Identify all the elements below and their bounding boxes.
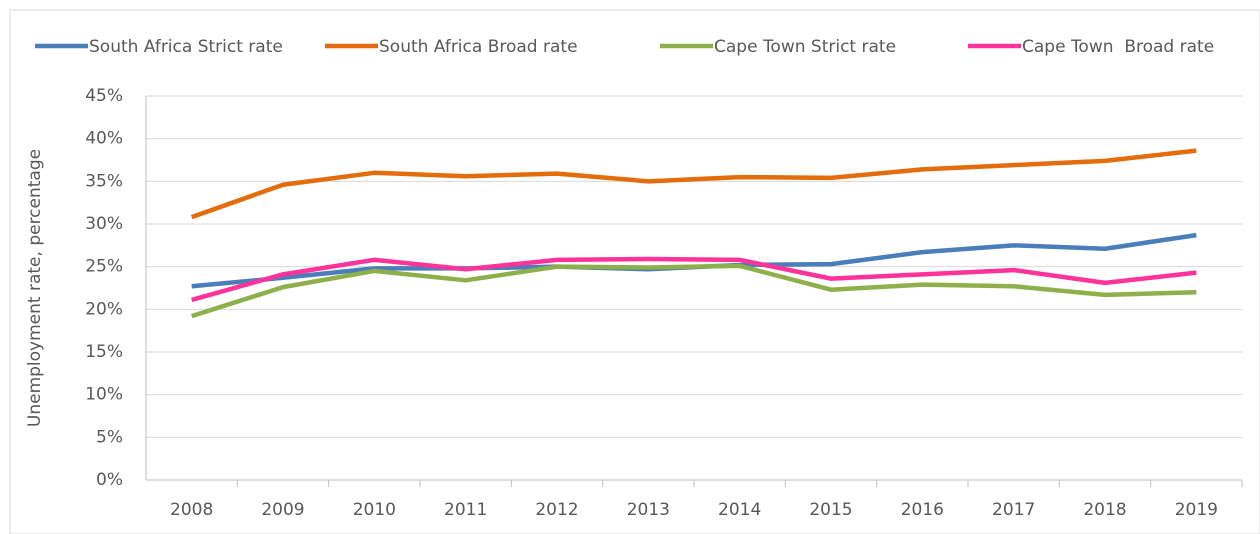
y-tick-label: 25%	[85, 257, 123, 277]
series-line	[190, 263, 1197, 319]
x-tick-label: 2015	[809, 500, 852, 520]
chart-border	[9, 9, 1260, 534]
y-axis-label: Unemployment rate, percentage	[25, 149, 45, 427]
x-tick-label: 2014	[718, 500, 761, 520]
x-tick-label: 2016	[901, 500, 944, 520]
x-tick-label: 2013	[627, 500, 670, 520]
legend-label: South Africa Broad rate	[379, 37, 578, 57]
x-tick-label: 2012	[535, 500, 578, 520]
x-tick-label: 2010	[353, 500, 396, 520]
y-tick-label: 0%	[96, 470, 123, 490]
series-line	[190, 148, 1197, 220]
y-tick-label: 45%	[85, 86, 123, 106]
y-tick-label: 5%	[96, 427, 123, 447]
x-tick-label: 2011	[444, 500, 487, 520]
y-tick-label: 15%	[85, 342, 123, 362]
x-tick-label: 2018	[1083, 500, 1126, 520]
legend-label: Cape Town Strict rate	[714, 37, 896, 57]
x-tick-label: 2017	[992, 500, 1035, 520]
y-tick-label: 30%	[85, 214, 123, 234]
x-tick-label: 2009	[261, 500, 304, 520]
y-tick-label: 20%	[85, 299, 123, 319]
y-tick-label: 40%	[85, 129, 123, 149]
x-tick-label: 2008	[170, 500, 213, 520]
series-line	[191, 256, 1197, 303]
y-tick-label: 10%	[85, 385, 123, 405]
y-tick-label: 35%	[85, 171, 123, 191]
legend-label: Cape Town Broad rate	[1022, 37, 1214, 57]
legend-label: South Africa Strict rate	[89, 37, 283, 57]
x-tick-label: 2019	[1175, 500, 1218, 520]
